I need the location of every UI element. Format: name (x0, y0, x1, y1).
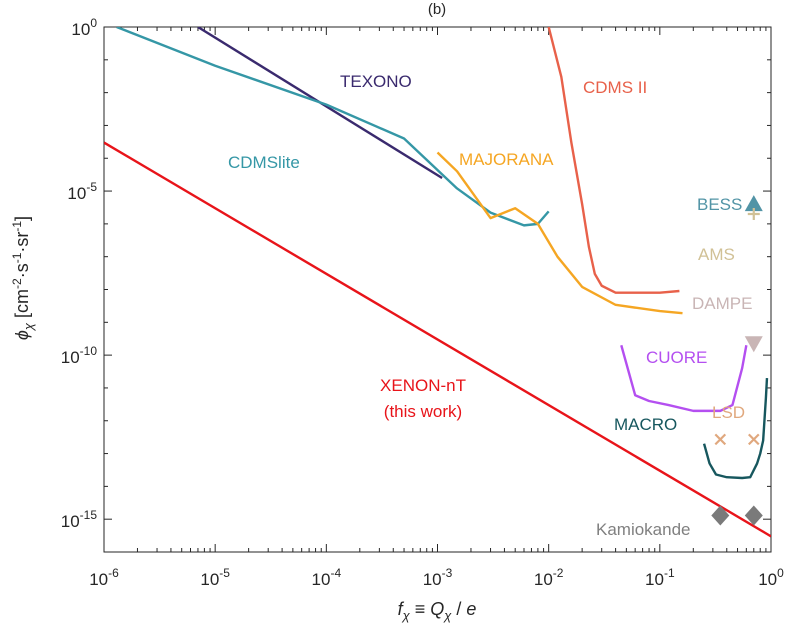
plot-area (103, 26, 772, 553)
y-tick-labels: 100 10-5 10-10 10-15 (61, 16, 98, 531)
x-tick-labels: 10-6 10-5 10-4 10-3 10-2 10-1 100 (89, 566, 784, 589)
x-tick-label: 10-3 (423, 566, 453, 589)
series-label-cdmslite: CDMSlite (228, 153, 300, 172)
x-tick-label: 10-5 (200, 566, 230, 589)
y-tick-label: 10-10 (61, 344, 98, 367)
axes-box (103, 26, 772, 553)
series-group (104, 27, 771, 538)
series-label-xenon: XENON-nT (380, 376, 466, 395)
marker-kamiokande (744, 505, 763, 526)
x-tick-label: 10-6 (89, 566, 119, 589)
y-tick-label: 10-5 (67, 180, 97, 203)
series-label-macro: MACRO (614, 415, 677, 434)
y-axis-title: ϕχ [cm-2·s-1·sr-1] (10, 216, 36, 340)
marker-label-lsd: LSD (712, 403, 745, 422)
series-line-cdms-ii (547, 27, 680, 294)
marker-label-kamiokande: Kamiokande (596, 520, 691, 539)
marker-dampe (744, 336, 763, 353)
series-label-xenon-sub: (this work) (384, 402, 462, 421)
marker-lsd (748, 433, 760, 446)
series-line-cuore (620, 344, 748, 413)
x-tick-label: 10-4 (312, 566, 342, 589)
marker-lsd (714, 433, 727, 446)
marker-ams (747, 207, 760, 220)
y-tick-label: 10-15 (61, 508, 98, 531)
series-line-xenon-nt (104, 141, 771, 538)
x-axis-title: fχ ≡ Qχ / e (398, 599, 477, 623)
marker-kamiokande (711, 505, 730, 526)
series-line-cdmslite (116, 27, 550, 227)
series-label-majorana: MAJORANA (459, 150, 554, 169)
marker-label-bess: BESS (697, 195, 742, 214)
series-label-cdms-ii: CDMS II (583, 78, 647, 97)
marker-label-ams: AMS (698, 245, 735, 264)
x-tick-label: 10-2 (534, 566, 564, 589)
chart-title: (b) (428, 1, 446, 18)
series-line-majorana (436, 151, 683, 315)
y-tick-label: 100 (71, 16, 97, 39)
x-tick-label: 100 (758, 566, 784, 589)
marker-bess (744, 195, 763, 212)
series-line-macro (702, 377, 769, 480)
marker-label-dampe: DAMPE (692, 294, 752, 313)
x-tick-label: 10-1 (645, 566, 675, 589)
series-label-texono: TEXONO (340, 72, 412, 91)
series-label-cuore: CUORE (646, 348, 707, 367)
